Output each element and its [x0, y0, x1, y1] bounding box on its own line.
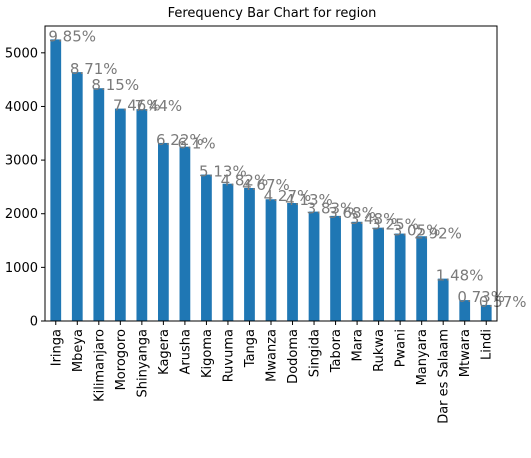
bar — [244, 187, 255, 321]
bar — [351, 221, 363, 321]
bar — [201, 174, 212, 321]
bar-percent-label: 7.46% — [113, 97, 161, 115]
bar-percent-label: 5.13% — [199, 163, 247, 181]
x-tick-label: Kagera — [157, 329, 172, 375]
bar — [459, 300, 471, 321]
bar — [394, 233, 406, 321]
x-tick-label: Pwani — [394, 329, 409, 367]
bar — [179, 146, 191, 321]
plot-frame — [44, 25, 498, 322]
percent-labels: 9.85%8.71%8.15%7.46%7.44%6.22%6.1%5.13%4… — [48, 27, 527, 311]
x-tick-label: Lindi — [480, 329, 495, 360]
bar-percent-label: 0.73% — [457, 288, 505, 306]
bar-percent-label: 3.05% — [393, 222, 441, 240]
x-tick-label: Tanga — [243, 329, 258, 368]
bar — [158, 142, 169, 321]
bar-percent-label: 6.22% — [156, 131, 204, 149]
bar — [308, 211, 320, 321]
bar-percent-label: 3.83% — [307, 200, 355, 218]
x-tick-label: Morogoro — [114, 329, 129, 390]
x-tick-label: Mara — [351, 329, 366, 362]
bar — [222, 183, 234, 321]
bar-percent-label: 8.15% — [91, 76, 139, 94]
x-tick-label: Ruvuma — [221, 329, 236, 382]
x-tick-label: Kigoma — [200, 329, 215, 378]
x-tick-label: Kilimanjaro — [92, 329, 107, 402]
x-tick-label: Mbeya — [71, 329, 86, 372]
bar — [287, 203, 298, 321]
bar — [93, 88, 105, 321]
x-tick-label: Tabora — [329, 329, 344, 373]
x-tick-label: Mtwara — [458, 329, 473, 377]
bar — [136, 109, 148, 322]
bar-percent-label: 4.13% — [285, 191, 333, 209]
bar-percent-label: 2.92% — [414, 224, 462, 242]
bar-percent-label: 3.48% — [350, 210, 398, 228]
y-tick-label: 0 — [30, 315, 38, 330]
bar — [114, 108, 126, 321]
x-tick-label: Dodoma — [286, 329, 301, 384]
bar-percent-label: 3.68% — [328, 204, 376, 222]
x-tick-label: Iringa — [49, 329, 64, 366]
bar — [373, 227, 384, 321]
x-tick-label: Manyara — [415, 329, 430, 385]
bar-percent-label: 1.48% — [436, 267, 484, 285]
y-tick-label: 1000 — [5, 261, 38, 276]
bar-percent-label: 4.82% — [221, 172, 269, 190]
y-tick-label: 3000 — [5, 154, 38, 169]
y-tick-label: 5000 — [5, 46, 38, 61]
bar-percent-label: 4.27% — [264, 187, 312, 205]
bar-percent-label: 0.57% — [479, 293, 527, 311]
bar-percent-label: 3.25% — [371, 216, 419, 234]
x-tick-label: Arusha — [178, 329, 193, 374]
x-tick-label: Shinyanga — [135, 329, 150, 397]
bar-percent-label: 6.1% — [178, 135, 216, 153]
bar — [71, 72, 83, 321]
bar — [416, 236, 428, 321]
bar — [265, 199, 277, 321]
bar — [50, 39, 62, 322]
x-tick-label: Mwanza — [265, 329, 280, 382]
bar — [437, 278, 449, 321]
x-axis: Iringa Mbeya Kilimanjaro Morogoro Shinyanga K… — [49, 321, 495, 424]
bar-percent-label: 4.67% — [242, 176, 290, 194]
bar-percent-label: 8.71% — [70, 60, 118, 78]
y-axis: 0 1000 2000 3000 4000 5000 — [5, 46, 45, 330]
y-tick-label: 2000 — [5, 207, 38, 222]
bar-percent-label: 7.44% — [134, 97, 182, 115]
bars — [50, 39, 492, 322]
x-tick-label: Dar es Salaam — [437, 329, 452, 424]
x-tick-label: Singida — [308, 329, 323, 377]
chart-title: Ferequency Bar Chart for region — [168, 6, 377, 21]
bar — [480, 304, 492, 321]
y-tick-label: 4000 — [5, 100, 38, 115]
bar — [330, 215, 341, 321]
bar-percent-label: 9.85% — [48, 27, 96, 45]
x-tick-label: Rukwa — [372, 329, 387, 372]
